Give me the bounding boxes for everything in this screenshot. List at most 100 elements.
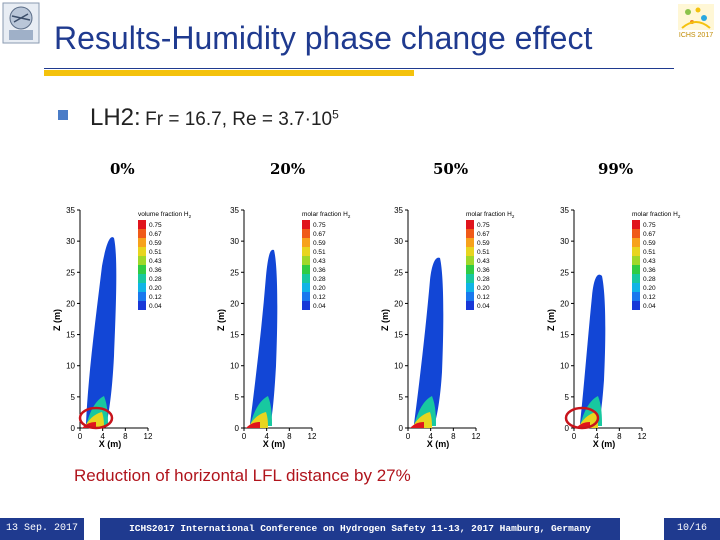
x-tick-label: 8: [287, 432, 292, 441]
legend-swatch: [632, 301, 640, 310]
title-rule-blue: [44, 68, 674, 69]
y-tick-label: 35: [560, 206, 569, 215]
legend-value: 0.28: [313, 276, 326, 283]
y-axis-label: Z (m): [546, 309, 556, 331]
panel-label-2: 50%: [433, 160, 469, 178]
legend-value: 0.67: [313, 231, 326, 238]
legend-value: 0.75: [313, 222, 326, 229]
y-tick-label: 0: [235, 424, 240, 433]
legend-swatch: [466, 274, 474, 283]
y-tick-label: 15: [560, 331, 569, 340]
y-tick-label: 5: [71, 393, 76, 402]
contour-panel-1: 0 5 10 15 20 25 30 35 0 4 8 12 Z (m) X (m) molar fract…: [212, 196, 362, 452]
x-tick-label: 12: [144, 432, 153, 441]
legend-swatch: [632, 265, 640, 274]
legend-value: 0.43: [313, 258, 326, 265]
footer-date: 13 Sep. 2017: [0, 518, 84, 540]
legend-title: molar fraction H2: [302, 211, 351, 219]
y-tick-label: 25: [560, 268, 569, 277]
y-tick-label: 15: [394, 331, 403, 340]
legend-title: volume fraction H2: [138, 211, 192, 219]
university-logo: [2, 2, 40, 44]
legend-swatch: [138, 274, 146, 283]
legend-swatch: [302, 283, 310, 292]
legend-swatch: [466, 238, 474, 247]
legend-value: 0.51: [477, 249, 490, 256]
legend-swatch: [138, 301, 146, 310]
bullet-params: Fr = 16.7, Re = 3.7·10: [145, 109, 333, 130]
y-tick-label: 30: [230, 237, 239, 246]
y-axis-label: Z (m): [380, 309, 390, 331]
plume-source-core: [410, 422, 424, 428]
legend-swatch: [632, 238, 640, 247]
panel-label-3: 99%: [598, 160, 634, 178]
legend-swatch: [138, 265, 146, 274]
legend-value: 0.59: [477, 240, 490, 247]
legend-swatch: [302, 265, 310, 274]
plume-source-core: [246, 422, 260, 428]
legend-value: 0.36: [477, 267, 490, 274]
y-axis-label: Z (m): [52, 309, 62, 331]
legend-swatch: [632, 256, 640, 265]
legend-swatch: [138, 247, 146, 256]
legend-value: 0.36: [643, 267, 656, 274]
x-tick-label: 0: [406, 432, 411, 441]
x-axis-label: X (m): [427, 439, 450, 449]
legend-swatch: [466, 220, 474, 229]
legend-swatch: [138, 283, 146, 292]
legend-value: 0.28: [477, 276, 490, 283]
legend-swatch: [466, 229, 474, 238]
bullet-exponent: 5: [332, 107, 339, 122]
legend-value: 0.04: [477, 303, 490, 310]
y-tick-label: 35: [66, 206, 75, 215]
legend-swatch: [138, 292, 146, 301]
contour-plot-3: 0 5 10 15 20 25 30 35 0 4 8 12 Z (m) X (m) molar fract…: [546, 206, 681, 449]
legend-swatch: [302, 220, 310, 229]
y-tick-label: 10: [394, 362, 403, 371]
x-axis-label: X (m): [593, 439, 616, 449]
x-tick-label: 0: [572, 432, 577, 441]
contour-plot-2: 0 5 10 15 20 25 30 35 0 4 8 12 Z (m) X (m) molar fract…: [380, 206, 515, 449]
contour-panel-3: 0 5 10 15 20 25 30 35 0 4 8 12 Z (m) X (m) molar fract…: [542, 196, 692, 452]
plume-contour: [86, 237, 117, 426]
legend-swatch: [302, 301, 310, 310]
legend-swatch: [466, 292, 474, 301]
footer-conference: ICHS2017 International Conference on Hyd…: [100, 518, 620, 540]
panel-label-1: 20%: [270, 160, 306, 178]
legend-value: 0.59: [149, 240, 162, 247]
page-title: Results-Humidity phase change effect: [54, 20, 593, 56]
contour-plot-0: 0 5 10 15 20 25 30 35 0 4 8 12 Z (m) X (m) volume frac…: [52, 206, 192, 449]
legend-swatch: [138, 238, 146, 247]
legend-value: 0.67: [477, 231, 490, 238]
legend-swatch: [302, 238, 310, 247]
result-caption: Reduction of horizontal LFL distance by …: [74, 466, 411, 485]
legend-value: 0.67: [149, 231, 162, 238]
legend-swatch: [466, 283, 474, 292]
x-tick-label: 8: [123, 432, 128, 441]
x-tick-label: 12: [472, 432, 481, 441]
y-tick-label: 0: [399, 424, 404, 433]
legend-swatch: [466, 301, 474, 310]
legend-value: 0.75: [643, 222, 656, 229]
y-axis-label: Z (m): [216, 309, 226, 331]
bullet-lead: LH2:: [90, 104, 141, 131]
ichs-logo-text: ICHS 2017: [678, 32, 714, 39]
legend-value: 0.04: [643, 303, 656, 310]
legend-value: 0.04: [149, 303, 162, 310]
plume-contour: [414, 257, 444, 426]
x-tick-label: 4: [428, 432, 433, 441]
y-tick-label: 20: [66, 299, 75, 308]
plume-contour: [250, 249, 278, 426]
y-tick-label: 10: [66, 362, 75, 371]
y-tick-label: 10: [230, 362, 239, 371]
y-tick-label: 30: [394, 237, 403, 246]
legend-swatch: [632, 283, 640, 292]
y-tick-label: 20: [394, 299, 403, 308]
legend-value: 0.59: [313, 240, 326, 247]
plume-contour: [580, 274, 606, 426]
legend-value: 0.28: [149, 276, 162, 283]
legend-swatch: [466, 247, 474, 256]
legend-swatch: [302, 247, 310, 256]
legend-swatch: [138, 256, 146, 265]
legend-value: 0.20: [643, 285, 656, 292]
